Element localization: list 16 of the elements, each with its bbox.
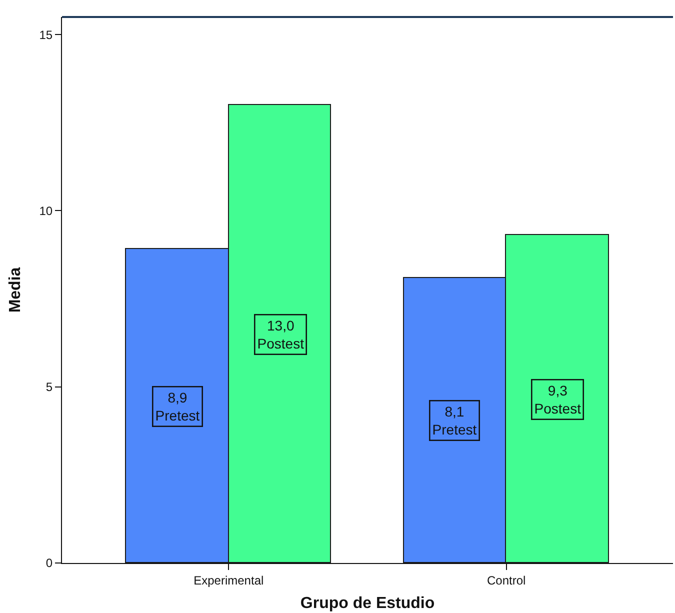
x-axis-title: Grupo de Estudio <box>300 595 435 612</box>
series-label: Postest <box>257 336 304 352</box>
x-tick-label: Experimental <box>194 573 264 588</box>
text: Pretest <box>155 408 200 424</box>
data-label: 8,9 <box>168 389 188 406</box>
y-tick-label: 5 <box>46 380 53 394</box>
series-label: Pretest <box>432 422 477 438</box>
text: Postest <box>534 400 582 416</box>
y-tick-label: 10 <box>39 204 53 218</box>
data-label: 8,1 <box>444 403 464 420</box>
y-tick-label: 0 <box>46 556 53 570</box>
y-tick-label: 15 <box>39 28 53 42</box>
y-axis-title: Media <box>7 267 24 313</box>
data-label: 9,3 <box>548 382 568 398</box>
data-label: 13,0 <box>267 317 294 334</box>
x-tick-label: Control <box>487 573 526 588</box>
